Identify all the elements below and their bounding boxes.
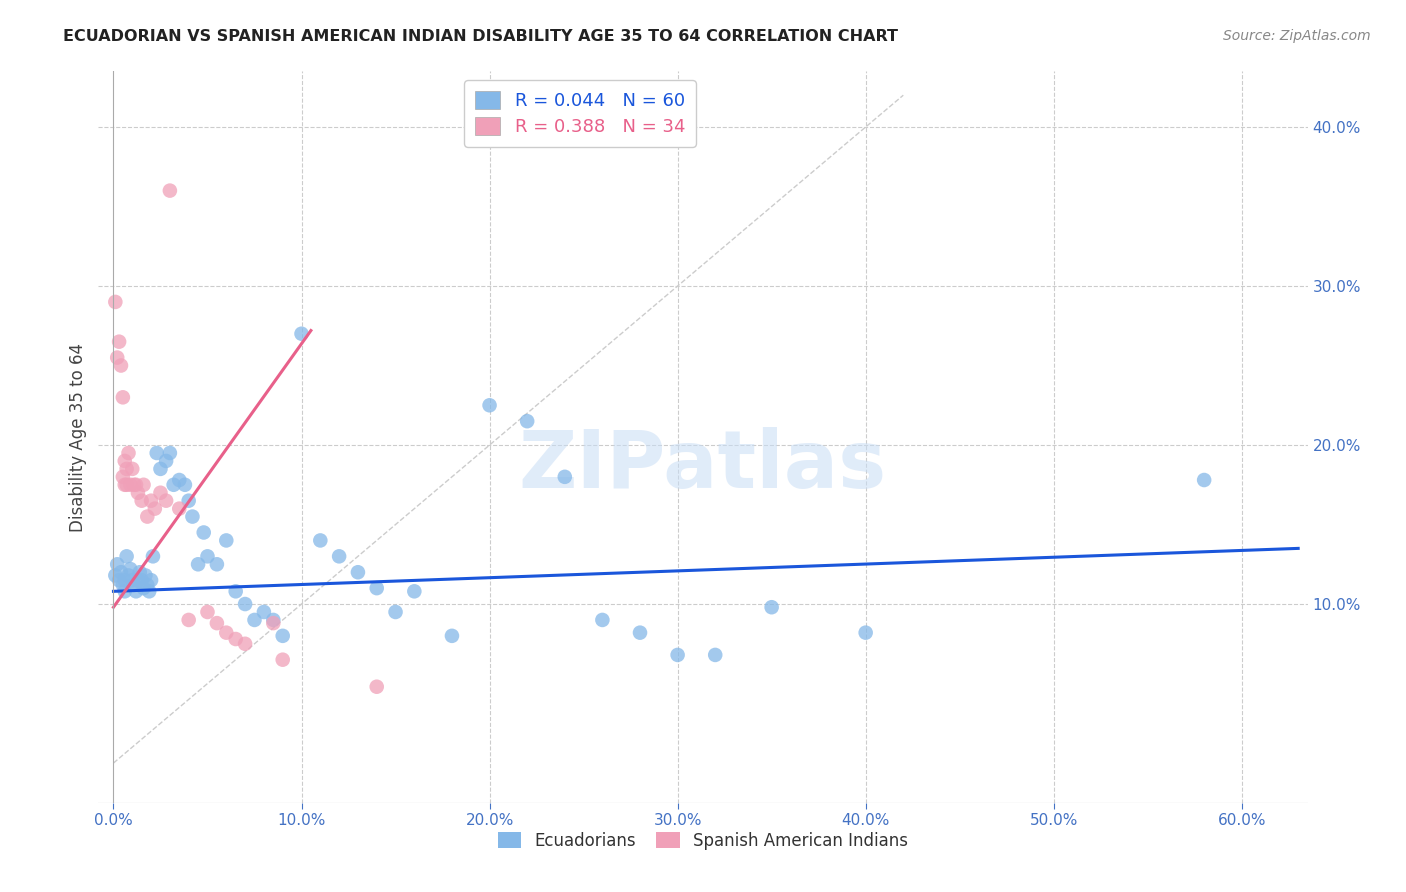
Point [404, 584, 426, 599]
Point [155, 493, 177, 508]
Legend: Ecuadorians, Spanish American Indians: Ecuadorians, Spanish American Indians [491, 825, 915, 856]
Point [309, 533, 332, 548]
Point [149, 462, 172, 476]
Point [104, 294, 127, 309]
Point [111, 470, 134, 484]
Point [139, 573, 162, 587]
Point [271, 629, 294, 643]
Point [122, 578, 145, 592]
Point [125, 477, 148, 491]
Point [347, 566, 370, 580]
Point [143, 501, 166, 516]
Point [159, 184, 181, 198]
Point [114, 584, 136, 599]
Text: ZIPatlas: ZIPatlas [519, 427, 887, 506]
Point [115, 549, 138, 564]
Point [384, 605, 406, 619]
Point [366, 581, 388, 595]
Point [136, 578, 159, 592]
Point [253, 605, 276, 619]
Point [215, 533, 238, 548]
Point [110, 359, 132, 373]
Point [120, 477, 142, 491]
Point [105, 558, 128, 572]
Point [478, 398, 501, 412]
Point [132, 581, 155, 595]
Point [197, 549, 219, 564]
Point [262, 616, 284, 631]
Point [666, 648, 689, 662]
Point [117, 446, 139, 460]
Point [193, 525, 215, 540]
Point [440, 629, 463, 643]
Point [704, 648, 727, 662]
Point [554, 470, 576, 484]
Point [215, 625, 238, 640]
Point [591, 613, 613, 627]
Point [108, 334, 131, 349]
Point [187, 558, 209, 572]
Point [134, 568, 156, 582]
Point [139, 493, 162, 508]
Text: Source: ZipAtlas.com: Source: ZipAtlas.com [1223, 29, 1371, 44]
Point [121, 462, 143, 476]
Point [111, 578, 134, 592]
Point [159, 446, 181, 460]
Point [104, 568, 127, 582]
Point [111, 390, 134, 404]
Point [125, 584, 148, 599]
Point [132, 477, 155, 491]
Point [181, 509, 204, 524]
Point [366, 680, 388, 694]
Point [197, 605, 219, 619]
Point [114, 454, 136, 468]
Point [205, 558, 228, 572]
Point [110, 566, 132, 580]
Point [262, 613, 284, 627]
Point [131, 573, 153, 587]
Point [127, 573, 149, 587]
Point [761, 600, 783, 615]
Point [105, 351, 128, 365]
Y-axis label: Disability Age 35 to 64: Disability Age 35 to 64 [69, 343, 87, 532]
Point [122, 477, 145, 491]
Point [233, 597, 256, 611]
Point [177, 493, 200, 508]
Point [225, 584, 247, 599]
Point [115, 477, 138, 491]
Point [290, 326, 312, 341]
Point [128, 566, 150, 580]
Point [145, 446, 167, 460]
Point [131, 493, 153, 508]
Point [115, 462, 138, 476]
Point [243, 613, 266, 627]
Point [1192, 473, 1215, 487]
Point [114, 477, 136, 491]
Point [628, 625, 651, 640]
Point [177, 613, 200, 627]
Point [855, 625, 877, 640]
Point [174, 477, 197, 491]
Point [205, 616, 228, 631]
Point [271, 653, 294, 667]
Point [225, 632, 247, 646]
Point [138, 584, 160, 599]
Point [516, 414, 538, 428]
Point [117, 568, 139, 582]
Point [233, 637, 256, 651]
Point [127, 485, 149, 500]
Point [142, 549, 165, 564]
Point [114, 573, 136, 587]
Point [162, 477, 184, 491]
Point [169, 473, 191, 487]
Point [108, 573, 131, 587]
Point [328, 549, 350, 564]
Point [149, 485, 172, 500]
Point [169, 501, 191, 516]
Point [136, 509, 159, 524]
Point [120, 562, 142, 576]
Point [121, 573, 143, 587]
Point [155, 454, 177, 468]
Text: ECUADORIAN VS SPANISH AMERICAN INDIAN DISABILITY AGE 35 TO 64 CORRELATION CHART: ECUADORIAN VS SPANISH AMERICAN INDIAN DI… [63, 29, 898, 45]
